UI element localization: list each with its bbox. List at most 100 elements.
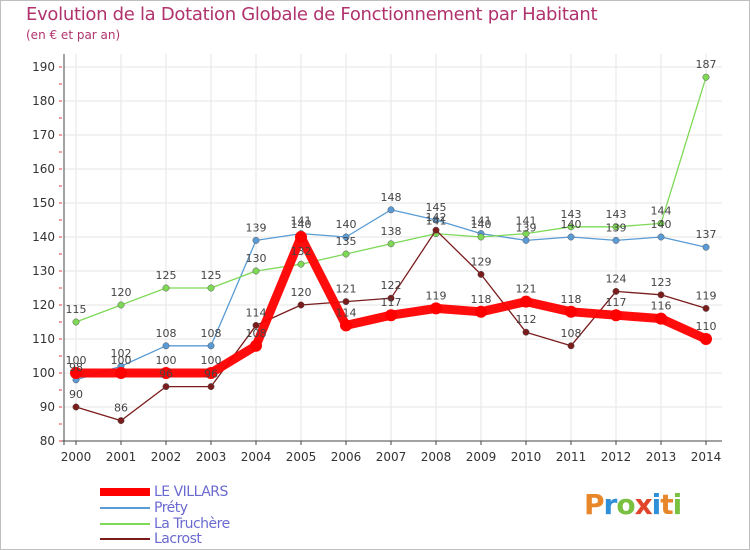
data-label: 145 bbox=[426, 201, 447, 214]
data-point bbox=[297, 260, 305, 268]
x-tick-label: 2014 bbox=[691, 450, 722, 464]
data-label: 108 bbox=[201, 327, 222, 340]
data-label: 117 bbox=[381, 296, 402, 309]
data-point bbox=[610, 309, 622, 322]
data-point bbox=[162, 284, 170, 292]
x-tick-label: 2010 bbox=[511, 450, 542, 464]
data-point bbox=[385, 309, 397, 322]
data-label: 86 bbox=[114, 402, 128, 415]
data-label: 100 bbox=[156, 354, 177, 367]
x-tick-label: 2005 bbox=[286, 450, 317, 464]
y-tick-label: 100 bbox=[32, 366, 55, 380]
data-label: 114 bbox=[246, 306, 267, 319]
y-tick-label: 150 bbox=[32, 196, 55, 210]
data-label: 187 bbox=[696, 58, 717, 71]
data-point bbox=[72, 403, 80, 411]
plot-area bbox=[64, 54, 722, 441]
y-tick-label: 110 bbox=[32, 332, 55, 346]
data-point bbox=[657, 219, 665, 227]
data-point bbox=[342, 250, 350, 258]
data-label: 140 bbox=[336, 218, 357, 231]
proxiti-logo: Proxiti bbox=[584, 488, 683, 521]
data-point bbox=[657, 291, 665, 299]
data-point bbox=[477, 233, 485, 241]
data-label: 119 bbox=[696, 289, 717, 302]
logo-letter: P bbox=[584, 488, 605, 521]
data-label: 138 bbox=[381, 225, 402, 238]
data-point bbox=[657, 233, 665, 241]
data-label: 100 bbox=[111, 354, 132, 367]
y-tick-label: 130 bbox=[32, 264, 55, 278]
data-label: 90 bbox=[69, 388, 83, 401]
data-label: 108 bbox=[246, 327, 267, 340]
data-point bbox=[522, 230, 530, 238]
data-label: 141 bbox=[291, 215, 312, 228]
legend-label: Préty bbox=[154, 500, 188, 516]
data-point bbox=[700, 333, 712, 345]
x-tick-label: 2009 bbox=[466, 450, 497, 464]
data-label: 129 bbox=[471, 255, 492, 268]
data-label: 100 bbox=[201, 354, 222, 367]
data-label: 143 bbox=[561, 208, 582, 221]
x-tick-label: 2000 bbox=[61, 450, 92, 464]
logo-letter: t bbox=[660, 488, 673, 521]
x-tick-label: 2007 bbox=[376, 450, 407, 464]
legend-item-lacrost[interactable]: Lacrost bbox=[100, 531, 202, 547]
data-point bbox=[252, 321, 260, 329]
x-tick-label: 2001 bbox=[106, 450, 137, 464]
data-label: 108 bbox=[156, 327, 177, 340]
data-label: 137 bbox=[696, 228, 717, 241]
data-point bbox=[70, 367, 82, 379]
data-label: 123 bbox=[651, 276, 672, 289]
legend-swatch bbox=[100, 488, 150, 496]
y-tick-label: 190 bbox=[32, 60, 55, 74]
legend-item-le-villars[interactable]: LE VILLARS bbox=[100, 484, 228, 500]
data-point bbox=[430, 302, 442, 315]
data-point bbox=[567, 233, 575, 241]
y-tick-label: 170 bbox=[32, 128, 55, 142]
legend-swatch bbox=[100, 538, 150, 540]
data-point bbox=[117, 301, 125, 309]
data-point bbox=[475, 305, 487, 318]
chart-subtitle: (en € et par an) bbox=[26, 28, 121, 42]
legend-label: LE VILLARS bbox=[154, 484, 228, 500]
legend-swatch bbox=[100, 523, 150, 525]
data-point bbox=[567, 223, 575, 231]
logo-letter: o bbox=[616, 488, 635, 521]
data-label: 100 bbox=[66, 354, 87, 367]
data-point bbox=[340, 319, 352, 332]
data-point bbox=[160, 367, 172, 379]
data-label: 115 bbox=[66, 303, 87, 316]
data-label: 140 bbox=[651, 218, 672, 231]
data-point bbox=[655, 312, 667, 325]
data-point bbox=[207, 342, 215, 350]
y-tick-label: 160 bbox=[32, 162, 55, 176]
data-label: 121 bbox=[336, 283, 357, 296]
y-tick-label: 80 bbox=[40, 434, 55, 448]
data-point bbox=[612, 236, 620, 244]
data-point bbox=[295, 231, 307, 243]
data-label: 139 bbox=[516, 221, 537, 234]
data-point bbox=[477, 270, 485, 278]
data-label: 141 bbox=[426, 215, 447, 228]
legend-item-la-truchere[interactable]: La Truchère bbox=[100, 516, 230, 532]
data-point bbox=[522, 236, 530, 244]
data-label: 140 bbox=[561, 218, 582, 231]
data-label: 124 bbox=[606, 272, 627, 285]
data-point bbox=[207, 383, 215, 391]
data-label: 98 bbox=[69, 361, 83, 374]
data-point bbox=[252, 236, 260, 244]
data-point bbox=[297, 301, 305, 309]
legend-label: La Truchère bbox=[154, 516, 230, 532]
x-tick-label: 2003 bbox=[196, 450, 227, 464]
legend-item-prety[interactable]: Préty bbox=[100, 500, 188, 516]
logo-letter: i bbox=[651, 488, 662, 521]
y-tick-label: 180 bbox=[32, 94, 55, 108]
data-label: 120 bbox=[291, 286, 312, 299]
x-tick-label: 2008 bbox=[421, 450, 452, 464]
logo-letter: r bbox=[603, 488, 618, 521]
y-tick-label: 120 bbox=[32, 298, 55, 312]
data-point bbox=[342, 233, 350, 241]
data-point bbox=[612, 287, 620, 295]
logo-letter: i bbox=[672, 488, 683, 521]
